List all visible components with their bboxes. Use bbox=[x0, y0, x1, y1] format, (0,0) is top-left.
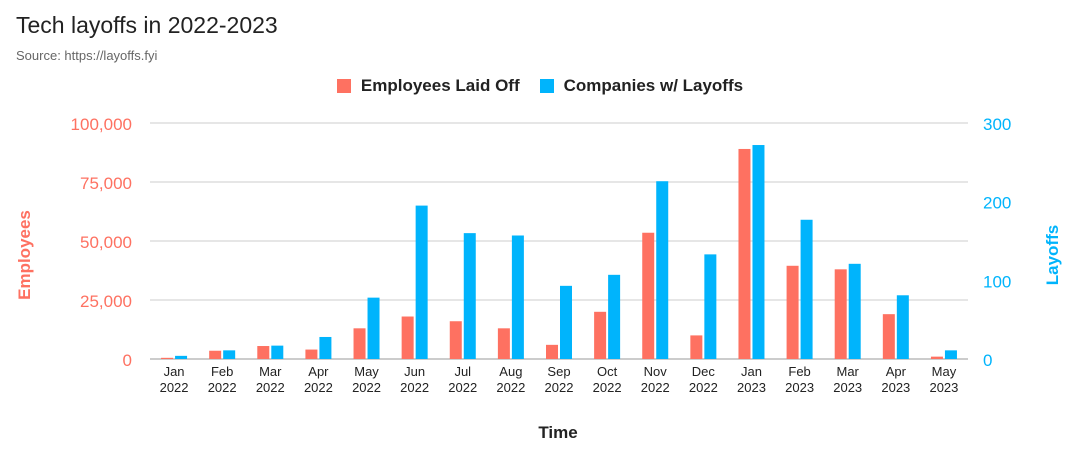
x-tick-label: Feb 2023 bbox=[785, 364, 814, 395]
x-tick-label: Jun 2022 bbox=[400, 364, 429, 395]
x-tick-label: Nov 2022 bbox=[641, 364, 670, 395]
bar-companies[interactable] bbox=[704, 254, 717, 359]
x-tick-label: May 2023 bbox=[929, 364, 958, 395]
x-axis-label: Time bbox=[538, 423, 577, 442]
legend-item-employees[interactable]: Employees Laid Off bbox=[336, 76, 520, 96]
bar-employees[interactable] bbox=[690, 335, 703, 359]
bar-companies[interactable] bbox=[223, 350, 236, 359]
y-tick-label-right: 200 bbox=[983, 194, 1011, 213]
bar-companies[interactable] bbox=[319, 336, 332, 359]
y-tick-label-right: 300 bbox=[983, 115, 1011, 134]
bar-employees[interactable] bbox=[642, 232, 655, 359]
bar-companies[interactable] bbox=[560, 285, 572, 359]
bar-companies[interactable] bbox=[463, 233, 476, 359]
legend-swatch-employees bbox=[336, 79, 351, 93]
bar-employees[interactable] bbox=[305, 349, 318, 359]
bar-employees[interactable] bbox=[786, 265, 799, 359]
legend-label-companies: Companies w/ Layoffs bbox=[563, 76, 744, 95]
bar-employees[interactable] bbox=[497, 328, 510, 359]
y-tick-label-left: 50,000 bbox=[80, 233, 132, 252]
x-tick-label: Jan 2023 bbox=[737, 364, 766, 395]
x-tick-label: Jan 2022 bbox=[160, 364, 189, 395]
bar-companies[interactable] bbox=[271, 345, 284, 359]
bar-employees[interactable] bbox=[834, 269, 847, 359]
bar-companies[interactable] bbox=[511, 235, 524, 359]
bar-companies[interactable] bbox=[367, 297, 380, 359]
bar-companies[interactable] bbox=[608, 274, 621, 359]
bar-employees[interactable] bbox=[209, 350, 222, 359]
y-tick-label-right: 0 bbox=[983, 351, 992, 370]
y-tick-label-left: 0 bbox=[123, 351, 132, 370]
bar-companies[interactable] bbox=[752, 145, 765, 359]
y-tick-label-right: 100 bbox=[983, 272, 1011, 291]
x-tick-label: Jul 2022 bbox=[448, 364, 477, 395]
bar-companies[interactable] bbox=[848, 263, 861, 359]
x-tick-label: Mar 2022 bbox=[256, 364, 285, 395]
y-axis-left: 0 25,000 50,000 75,000 100,000 bbox=[71, 115, 132, 370]
legend-swatch-companies bbox=[539, 79, 554, 93]
bar-employees[interactable] bbox=[449, 321, 462, 359]
bar-employees[interactable] bbox=[161, 357, 174, 359]
y-axis-label-right: Layoffs bbox=[1043, 225, 1062, 285]
bar-employees[interactable] bbox=[738, 148, 751, 359]
x-axis: Jan 2022 Feb 2022 Mar 2022 Apr 2022 May 2022 Jun 20… bbox=[160, 364, 959, 395]
y-tick-label-left: 100,000 bbox=[71, 115, 132, 134]
y-axis-right: 0 100 200 300 bbox=[983, 115, 1011, 370]
chart-title: Tech layoffs in 2022-2023 bbox=[16, 12, 278, 38]
bar-companies[interactable] bbox=[800, 219, 813, 359]
legend: Employees Laid Off Companies w/ Layoffs bbox=[0, 76, 1080, 96]
chart-subtitle: Source: https://layoffs.fyi bbox=[16, 48, 158, 63]
bar-companies[interactable] bbox=[415, 205, 428, 359]
x-tick-label: Mar 2023 bbox=[833, 364, 862, 395]
y-tick-label-left: 25,000 bbox=[80, 292, 132, 311]
bar-employees[interactable] bbox=[353, 328, 366, 359]
bar-employees[interactable] bbox=[930, 356, 943, 359]
bars bbox=[161, 145, 957, 359]
bar-companies[interactable] bbox=[175, 355, 188, 359]
y-axis-label-left: Employees bbox=[15, 210, 34, 300]
bar-employees[interactable] bbox=[882, 314, 895, 359]
x-tick-label: Apr 2023 bbox=[881, 364, 910, 395]
legend-item-companies[interactable]: Companies w/ Layoffs bbox=[539, 76, 744, 96]
bar-companies[interactable] bbox=[656, 181, 669, 359]
bar-companies[interactable] bbox=[944, 350, 957, 359]
bar-companies[interactable] bbox=[896, 295, 909, 359]
bar-employees[interactable] bbox=[594, 311, 607, 359]
x-tick-label: Apr 2022 bbox=[304, 364, 333, 395]
legend-label-employees: Employees Laid Off bbox=[360, 76, 520, 95]
bar-employees[interactable] bbox=[401, 316, 414, 359]
y-tick-label-left: 75,000 bbox=[80, 174, 132, 193]
bar-employees[interactable] bbox=[546, 344, 558, 359]
x-tick-label: Aug 2022 bbox=[496, 364, 525, 395]
x-tick-label: Dec 2022 bbox=[689, 364, 718, 395]
gridlines bbox=[150, 122, 968, 360]
bar-employees[interactable] bbox=[257, 346, 270, 359]
x-tick-label: Oct 2022 bbox=[593, 364, 622, 395]
x-tick-label: Sep 2022 bbox=[545, 364, 574, 395]
x-tick-label: Feb 2022 bbox=[208, 364, 237, 395]
x-tick-label: May 2022 bbox=[352, 364, 381, 395]
